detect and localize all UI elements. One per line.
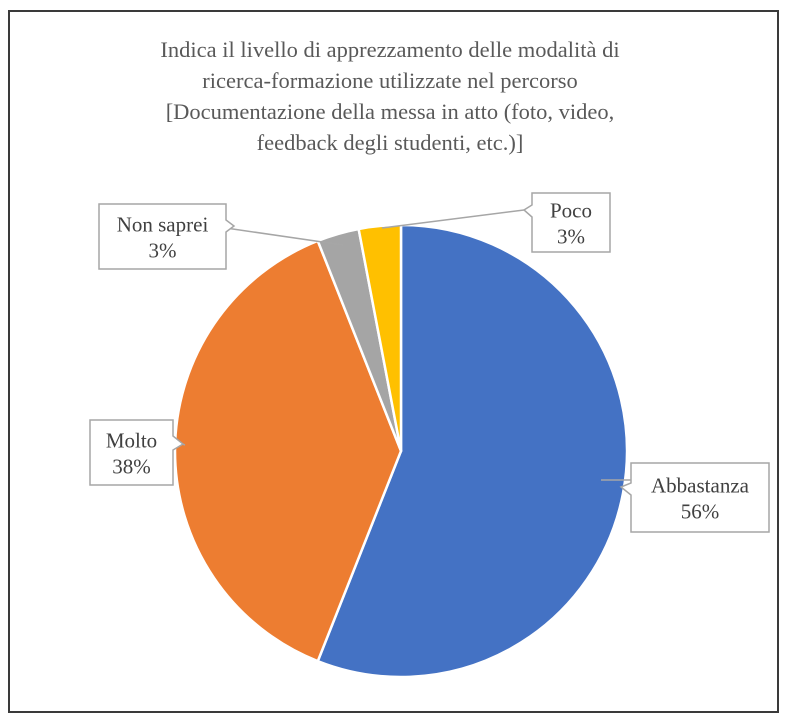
callout-box-molto	[89, 419, 185, 486]
data-label-category-abbastanza: Abbastanza	[651, 474, 750, 498]
leader-line-non-saprei	[225, 227, 344, 246]
callout-box-non-saprei	[98, 203, 236, 270]
callout-box-poco	[522, 192, 611, 253]
data-label-percent-abbastanza: 56%	[681, 500, 720, 524]
pie-slices	[173, 223, 629, 679]
data-label-category-non-saprei: Non saprei	[117, 213, 209, 237]
callout-box-abbastanza	[619, 462, 770, 533]
chart-title-line-4: feedback degli studenti, etc.)]	[256, 130, 524, 155]
pie-slice-abbastanza	[316, 223, 629, 679]
data-label-category-molto: Molto	[106, 429, 157, 453]
chart-title-line-2: ricerca-formazione utilizzate nel percor…	[202, 68, 578, 93]
data-label-category-poco: Poco	[550, 199, 592, 223]
data-label-percent-poco: 3%	[557, 225, 585, 249]
data-label-percent-non-saprei: 3%	[149, 239, 177, 263]
chart-title: Indica il livello di apprezzamento delle…	[80, 34, 700, 158]
data-label-percent-molto: 38%	[112, 455, 151, 479]
chart-title-line-3: [Documentazione della messa in atto (fot…	[165, 99, 615, 124]
pie-slice-molto	[173, 239, 403, 663]
chart-title-line-1: Indica il livello di apprezzamento delle…	[160, 37, 620, 62]
leader-line-poco	[381, 208, 533, 229]
